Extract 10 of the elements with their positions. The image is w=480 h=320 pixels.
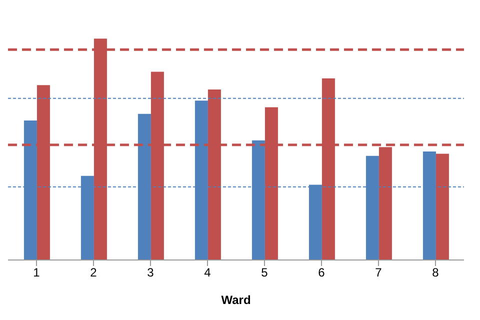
x-tick-label: 8	[432, 266, 440, 280]
x-tick-label: 2	[90, 266, 98, 280]
x-tick-label: 5	[261, 266, 268, 280]
x-tick-label: 7	[375, 266, 382, 280]
x-axis-title: Ward	[221, 293, 251, 307]
x-tick-label: 6	[318, 266, 326, 280]
x-tick-label: 3	[147, 266, 154, 280]
bar	[436, 154, 449, 260]
x-tick-label: 1	[33, 266, 40, 280]
x-tick-label: 4	[204, 266, 212, 280]
